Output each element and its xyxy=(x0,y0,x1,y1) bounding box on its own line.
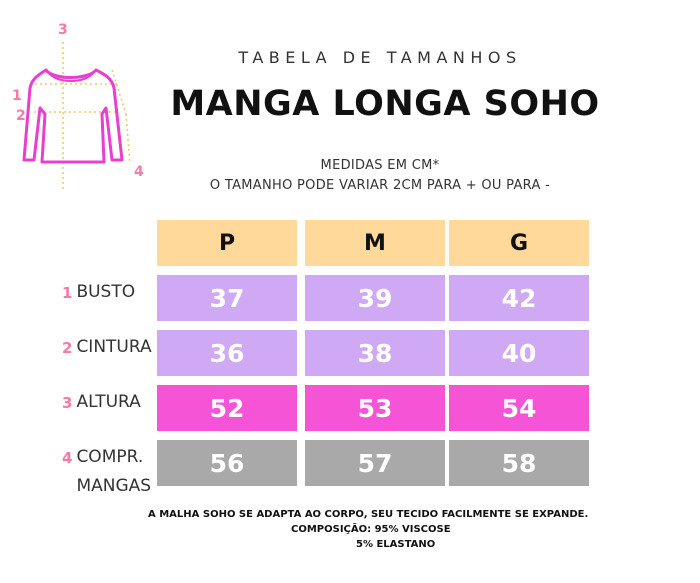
row-number: 2 xyxy=(62,339,73,357)
value-cell-p: 37 xyxy=(157,275,297,321)
size-header-g: G xyxy=(449,220,589,266)
page-title: MANGA LONGA SOHO xyxy=(170,84,600,124)
row-number: 1 xyxy=(62,284,73,302)
value-cell-p: 36 xyxy=(157,330,297,376)
row-label-2: 3 ALTURA xyxy=(62,392,141,417)
value-cell-m: 53 xyxy=(305,385,445,431)
measure-unit-note: MEDIDAS EM CM* xyxy=(320,158,440,173)
marker-3: 3 xyxy=(58,22,68,38)
footer-elastane: 5% ELASTANO xyxy=(356,539,436,550)
row-number: 4 xyxy=(62,449,73,467)
size-header-m: M xyxy=(305,220,445,266)
row-label-3: 4 COMPR. MANGAS xyxy=(62,447,160,501)
footer-composition: COMPOSIÇÃO: 95% VISCOSE xyxy=(291,524,451,535)
row-label-text: BUSTO xyxy=(76,282,136,302)
value-cell-p: 56 xyxy=(157,440,297,486)
shirt-icon xyxy=(22,68,124,164)
shirt-measurement-illustration: 3 1 2 4 xyxy=(12,22,144,189)
value-cell-g: 54 xyxy=(449,385,589,431)
value-cell-g: 42 xyxy=(449,275,589,321)
variation-note: O TAMANHO PODE VARIAR 2CM PARA + OU PARA… xyxy=(209,178,551,193)
marker-1: 1 xyxy=(12,88,22,104)
value-cell-m: 39 xyxy=(305,275,445,321)
footer-fabric-note: A MALHA SOHO SE ADAPTA AO CORPO, SEU TEC… xyxy=(148,509,589,520)
value-cell-g: 40 xyxy=(449,330,589,376)
row-label-text: ALTURA xyxy=(76,392,141,412)
row-label-text: COMPR. MANGAS xyxy=(76,447,152,496)
page-subtitle: TABELA DE TAMANHOS xyxy=(238,48,522,67)
marker-4: 4 xyxy=(134,164,144,180)
row-label-text: CINTURA xyxy=(76,337,152,357)
value-cell-g: 58 xyxy=(449,440,589,486)
value-cell-m: 57 xyxy=(305,440,445,486)
size-header-p: P xyxy=(157,220,297,266)
value-cell-m: 38 xyxy=(305,330,445,376)
marker-2: 2 xyxy=(16,108,26,124)
row-label-1: 2 CINTURA xyxy=(62,337,152,362)
row-number: 3 xyxy=(62,394,73,412)
value-cell-p: 52 xyxy=(157,385,297,431)
row-label-0: 1 BUSTO xyxy=(62,282,135,307)
